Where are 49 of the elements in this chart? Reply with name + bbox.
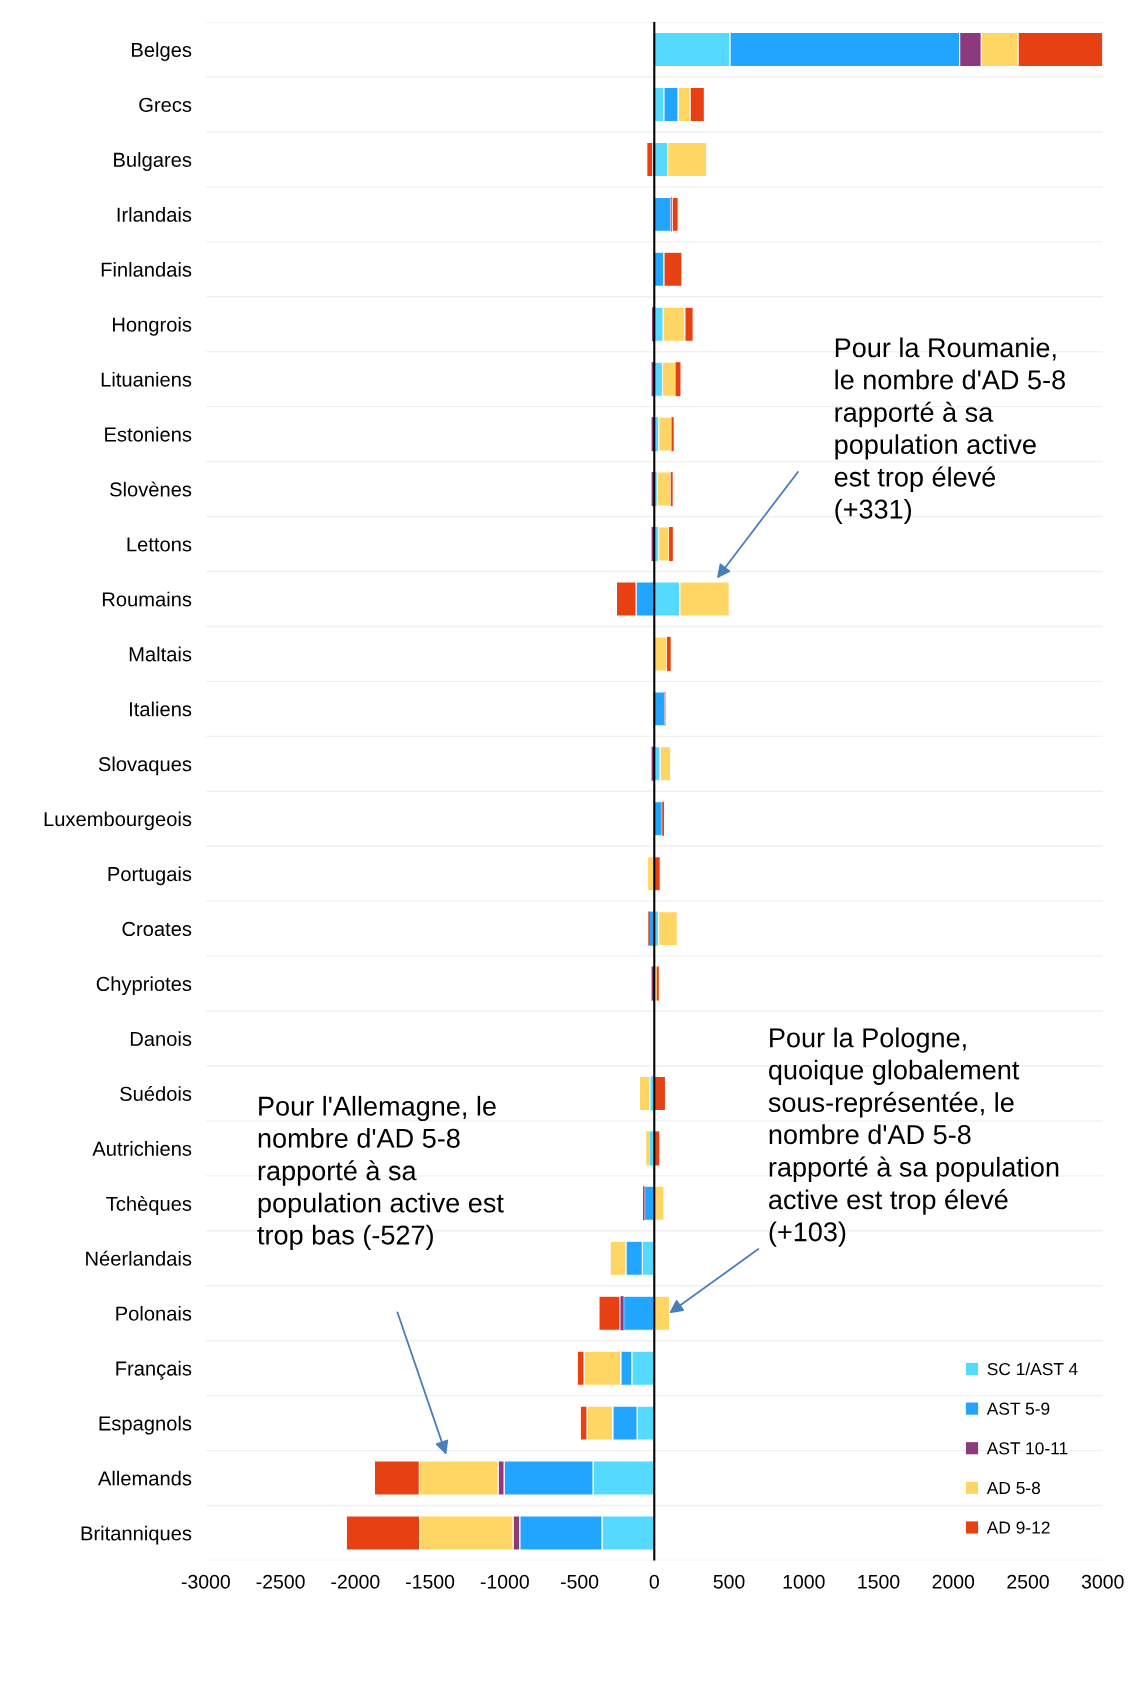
annotation: Pour la Pologne, quoique globalement sous-représentée, le nombre d'AD 5-8 rapporté à sa population active est trop élevé (+103) bbox=[768, 1027, 1059, 1247]
y-tick-label: Espagnols bbox=[99, 1415, 192, 1435]
y-tick-label: Hongrois bbox=[113, 316, 192, 336]
x-tick-label: -1000 bbox=[480, 1574, 529, 1589]
y-tick-label: Maltais bbox=[129, 646, 192, 662]
legend-label: AD 9-12 bbox=[986, 1521, 1050, 1534]
x-tick-label: 1000 bbox=[783, 1574, 825, 1589]
y-tick-label: Chypriotes bbox=[96, 976, 192, 996]
y-tick-label: Belges bbox=[132, 42, 192, 62]
y-tick-label: Roumains bbox=[102, 591, 192, 607]
y-tick-label: Slovènes bbox=[110, 481, 192, 497]
x-tick-label: 500 bbox=[713, 1574, 745, 1589]
y-tick-label: Britanniques bbox=[81, 1525, 192, 1545]
y-tick-label: Autrichiens bbox=[92, 1141, 192, 1156]
annotation: Pour la Roumanie, le nombre d'AD 5-8 rapporté à sa population active est trop élevé (+331) bbox=[834, 337, 1065, 525]
x-tick-label: 2500 bbox=[1007, 1574, 1049, 1589]
y-tick-label: Lettons bbox=[127, 537, 192, 552]
y-tick-label: Danois bbox=[130, 1031, 192, 1046]
y-tick-label: Portugais bbox=[108, 866, 192, 886]
y-tick-label: Estoniens bbox=[105, 426, 192, 442]
y-tick-label: Irlandais bbox=[117, 207, 192, 222]
y-tick-label: Grecs bbox=[139, 97, 192, 112]
y-tick-label: Bulgares bbox=[114, 152, 192, 171]
legend-label: SC 1/AST 4 bbox=[987, 1362, 1078, 1376]
y-tick-label: Finlandais bbox=[101, 262, 192, 277]
y-tick-label: Tchèques bbox=[106, 1195, 192, 1215]
y-tick-label: Français bbox=[116, 1360, 192, 1380]
x-tick-label: 3000 bbox=[1081, 1574, 1124, 1589]
y-tick-label: Néerlandais bbox=[86, 1250, 192, 1266]
x-tick-label: -1500 bbox=[406, 1574, 455, 1589]
x-tick-label: 2000 bbox=[932, 1574, 975, 1589]
legend-label: AD 5-8 bbox=[986, 1481, 1041, 1495]
legend-label: AST 10-11 bbox=[986, 1442, 1068, 1455]
y-tick-label: Italiens bbox=[130, 701, 192, 717]
y-tick-label: Allemands bbox=[97, 1470, 192, 1486]
x-tick-label: 0 bbox=[649, 1574, 659, 1589]
y-tick-label: Croates bbox=[122, 921, 192, 937]
x-tick-label: 1500 bbox=[858, 1574, 900, 1589]
x-tick-label: -2000 bbox=[331, 1574, 380, 1589]
x-tick-label: -3000 bbox=[181, 1574, 230, 1589]
x-tick-label: -2500 bbox=[256, 1574, 305, 1589]
annotation: Pour l'Allemagne, le nombre d'AD 5-8 rapporté à sa population active est trop bas (-527) bbox=[257, 1095, 504, 1251]
y-tick-label: Slovaques bbox=[98, 756, 192, 776]
legend-label: AST 5-9 bbox=[986, 1402, 1050, 1415]
y-tick-label: Lituaniens bbox=[101, 371, 192, 387]
x-tick-label: -500 bbox=[560, 1574, 599, 1589]
y-tick-label: Luxembourgeois bbox=[44, 811, 192, 831]
y-tick-label: Suédois bbox=[120, 1085, 192, 1101]
y-tick-label: Polonais bbox=[116, 1305, 192, 1321]
